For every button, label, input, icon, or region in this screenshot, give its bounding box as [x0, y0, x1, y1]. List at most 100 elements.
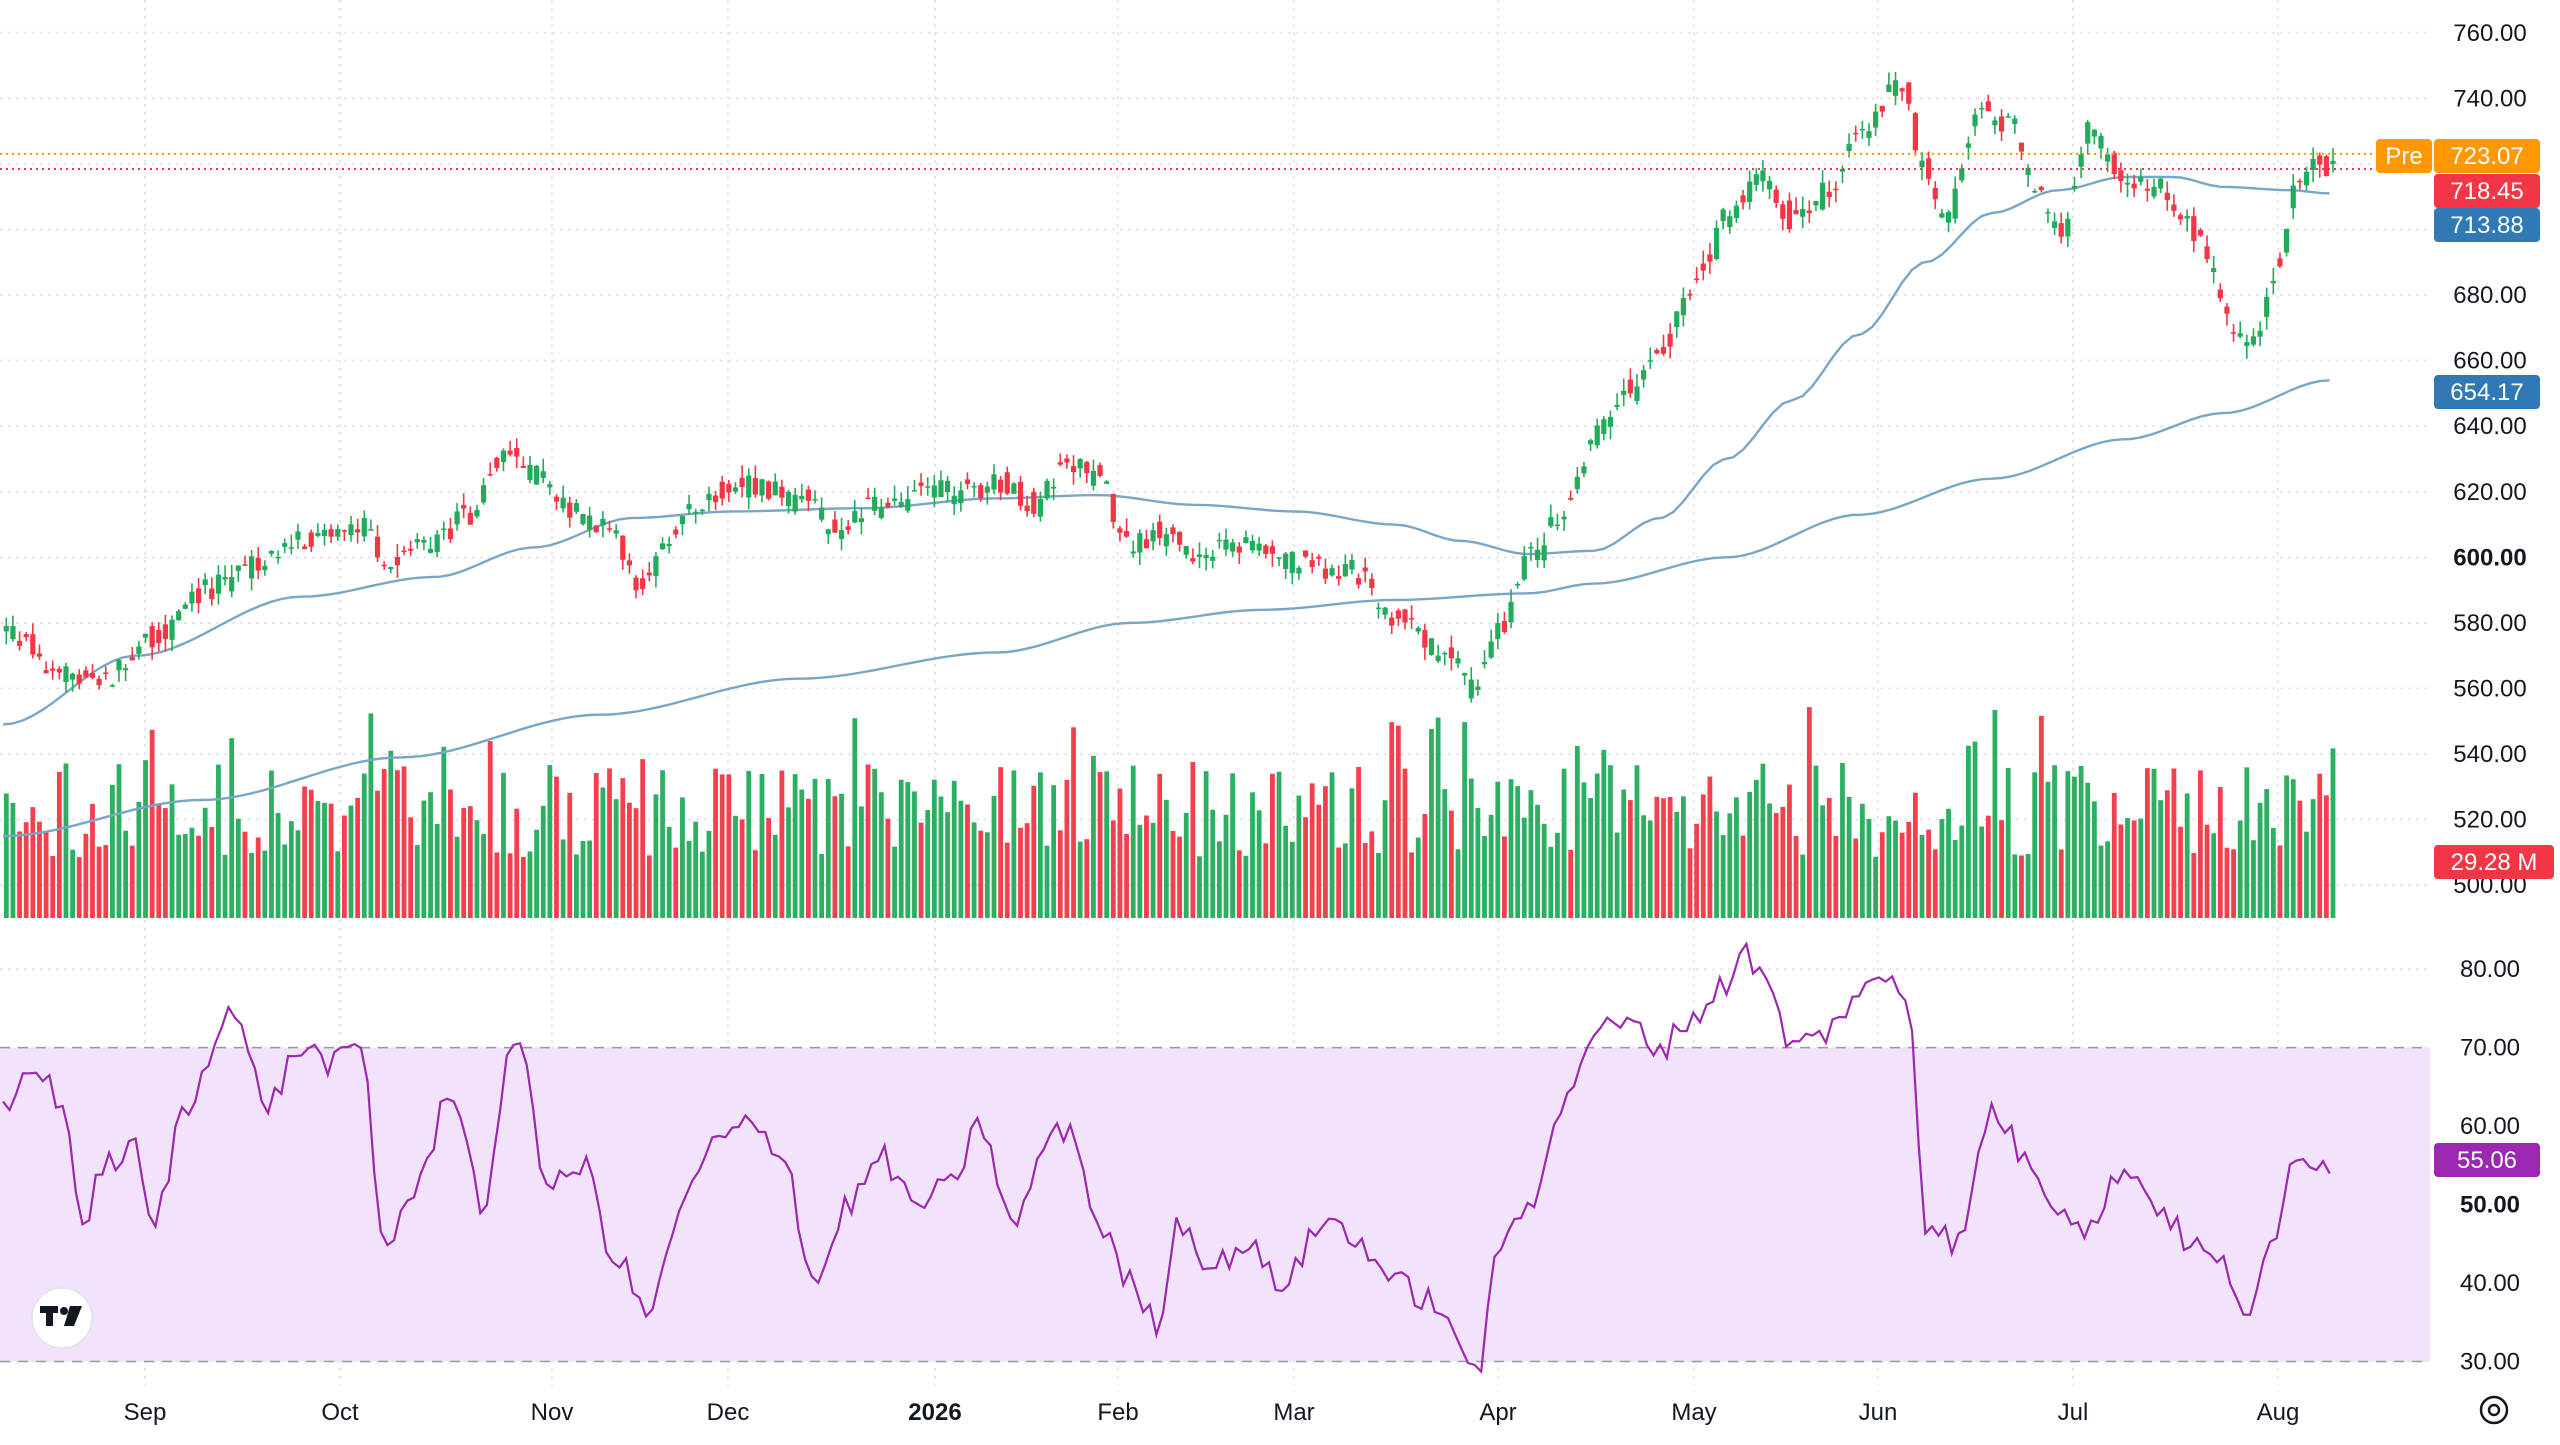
candle-up: [235, 565, 241, 571]
candle-down: [865, 497, 871, 500]
volume-bar-up: [1011, 770, 1017, 918]
candle-up: [1965, 143, 1972, 148]
time-tick-label: Nov: [531, 1399, 574, 1426]
candle-up: [540, 471, 546, 478]
volume-bar-down: [163, 808, 168, 918]
volume-bar-down: [1853, 838, 1859, 918]
volume-bar-up: [249, 852, 254, 918]
candle-up: [1163, 534, 1169, 547]
price-tick-label: 540.00: [2453, 741, 2526, 768]
volume-bar-down: [620, 778, 626, 918]
logo-slash: [64, 1306, 82, 1326]
candle-up: [1415, 627, 1421, 632]
volume-bar-down: [341, 815, 347, 918]
volume-bar-up: [335, 851, 341, 918]
candle-down: [1157, 521, 1163, 538]
volume-bar-down: [1568, 849, 1574, 918]
candle-down: [408, 548, 414, 551]
candle-down: [1097, 465, 1103, 476]
candle-up: [1859, 129, 1865, 131]
volume-bar-up: [945, 812, 950, 918]
candle-down: [43, 670, 49, 674]
candle-up: [1979, 107, 1985, 110]
candle-down: [1667, 333, 1673, 347]
volume-bar-down: [96, 846, 102, 918]
candle-up: [1561, 516, 1567, 520]
volume-bar-down: [1057, 830, 1063, 918]
volume-bar-up: [1250, 792, 1255, 918]
candle-up: [1753, 174, 1759, 185]
volume-bar-up: [1859, 803, 1865, 918]
candle-down: [978, 485, 984, 499]
volume-bar-up: [2125, 817, 2130, 918]
volume-bar-down: [1309, 783, 1315, 918]
price-tick-label: 580.00: [2453, 610, 2526, 637]
time-axis[interactable]: Sep Oct Nov Dec 2026 Feb Mar Apr May Jun Jul Aug: [124, 1399, 2300, 1426]
price-tick-label: 520.00: [2453, 807, 2526, 834]
candle-up: [335, 529, 341, 537]
volume-bar-down: [607, 768, 612, 918]
candle-down: [1899, 88, 1905, 92]
candle-down: [805, 489, 811, 501]
candle-up: [1641, 370, 1647, 380]
candle-down: [646, 572, 652, 576]
volume-bar-up: [136, 801, 142, 918]
volume-bar-up: [2045, 781, 2051, 918]
candle-up: [1037, 498, 1043, 517]
candle-up: [1468, 679, 1474, 699]
candle-up: [176, 611, 182, 621]
volume-bar-up: [1846, 796, 1852, 918]
candle-down: [23, 634, 29, 638]
volume-bar-up: [2284, 775, 2289, 918]
settings-gear-icon[interactable]: [2479, 1395, 2509, 1425]
volume-bar-down: [1700, 794, 1706, 918]
price-tag-value: 718.45: [2450, 178, 2523, 205]
candle-down: [2058, 223, 2064, 237]
candle-up: [613, 530, 619, 534]
candle-up: [679, 516, 686, 525]
volume-bar-up: [1734, 797, 1739, 918]
rsi-axis[interactable]: 80.00 70.00 60.00 50.00 40.00 30.00: [2460, 956, 2520, 1375]
rsi-band: [0, 1046, 2430, 1363]
volume-bar-up: [1972, 741, 1978, 918]
volume-bar-down: [1999, 820, 2004, 918]
rsi-tick-label: 40.00: [2460, 1270, 2520, 1297]
volume-bar-up: [322, 802, 327, 918]
volume-bar-up: [1216, 841, 1222, 918]
candle-up: [2124, 182, 2131, 185]
candle-down: [2217, 289, 2223, 299]
volume-bar-down: [56, 771, 62, 918]
time-tick-label: Aug: [2257, 1399, 2300, 1426]
candle-up: [1183, 546, 1189, 555]
candle-up: [905, 499, 911, 511]
candle-up: [1554, 524, 1561, 527]
volume-bar-up: [1939, 819, 1945, 918]
candle-down: [1143, 539, 1150, 549]
volume-bar-up: [706, 830, 712, 918]
volume-bar-up: [587, 840, 593, 918]
candle-up: [348, 524, 354, 536]
candle-up: [2184, 216, 2190, 219]
candle-down: [149, 626, 155, 648]
volume-bar-up: [527, 851, 533, 918]
volume-bar-up: [2085, 782, 2091, 918]
candle-up: [1733, 205, 1740, 219]
candle-down: [156, 630, 162, 644]
volume-bar-down: [1932, 849, 1938, 918]
rsi-band-fill: [0, 1047, 2430, 1362]
candle-up: [2211, 268, 2217, 273]
candle-up: [812, 499, 818, 501]
volume-bar-down: [83, 833, 89, 918]
volume-bar-down: [448, 789, 453, 918]
volume-bar-up: [1608, 765, 1613, 918]
price-tag-bg: [2434, 375, 2540, 409]
price-tick-label: 640.00: [2453, 413, 2526, 440]
price-tick-label: 600.00: [2453, 544, 2526, 571]
candle-down: [1660, 347, 1667, 354]
volume-bar-up: [2151, 768, 2157, 918]
volume-bar-down: [1667, 796, 1673, 918]
volume-bar-up: [653, 794, 659, 918]
candle-up: [911, 490, 918, 492]
